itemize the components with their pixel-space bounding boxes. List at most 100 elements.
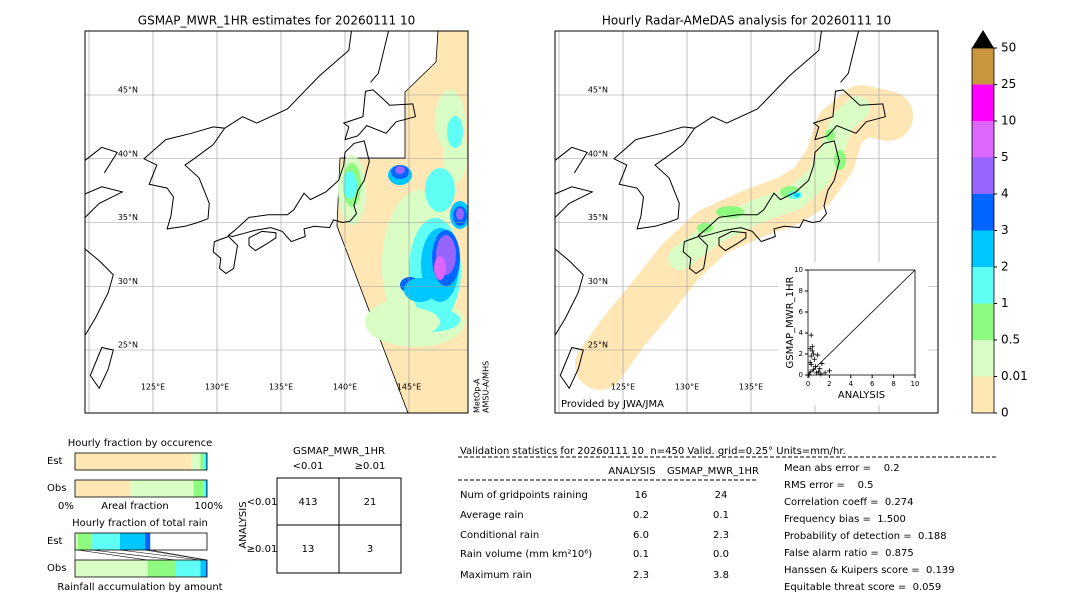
coastline [85, 146, 118, 174]
score: RMS error = 0.5 [784, 480, 874, 491]
analysis-value: 2.3 [633, 570, 649, 581]
lat-label: 40°N [588, 149, 608, 158]
lat-label: 25°N [118, 341, 138, 350]
row-label: Est [47, 456, 63, 467]
map-frame [84, 30, 469, 414]
coastline [89, 346, 114, 390]
rain-area [825, 129, 835, 141]
colorbar-segment [972, 48, 994, 85]
bar-frame [74, 559, 208, 578]
score: Mean abs error = 0.2 [784, 463, 900, 474]
bar-segment [193, 480, 204, 497]
rain-area [425, 168, 455, 212]
score: False alarm ratio = 0.875 [784, 548, 914, 559]
colorbar-label: 5 [1001, 150, 1009, 164]
lon-label: 145°E [397, 383, 421, 392]
colorbar-label: 0 [1001, 406, 1009, 420]
scatter-point [808, 332, 814, 338]
analysis-value: 6.0 [633, 530, 649, 541]
bar-segment [203, 453, 206, 470]
scatter-point [811, 356, 817, 362]
connector [150, 549, 208, 561]
rain-area [697, 223, 713, 233]
colorbar-segment [972, 121, 994, 158]
coastline [555, 248, 584, 337]
lat-label: 45°N [118, 86, 138, 95]
column-header: GSMAP_MWR_1HR [667, 466, 759, 477]
bar-segment [75, 560, 148, 577]
colorbar-label: 10 [1001, 114, 1016, 128]
bar-segment [75, 480, 131, 497]
lon-label: 130°E [675, 383, 699, 392]
credit: Provided by JWA/JMA [561, 399, 664, 410]
score: Equitable threat score = 0.059 [784, 582, 941, 593]
bar-segment [205, 453, 207, 470]
coastline [224, 31, 352, 129]
bar-segment [75, 533, 78, 550]
x-tick-label: 4 [849, 380, 854, 388]
row-label: Est [47, 536, 63, 547]
stats-header: Validation statistics for 20260111 10 n=… [460, 446, 846, 457]
bar-segment [119, 533, 145, 550]
colorbar-label: 1 [1001, 296, 1009, 310]
lat-label: 30°N [118, 277, 138, 286]
coastline [342, 89, 416, 141]
colorbar-segment [972, 340, 994, 377]
connector [77, 549, 148, 561]
lon-label: 135°E [269, 383, 293, 392]
bar-segment [200, 453, 204, 470]
score: Correlation coeff = 0.274 [784, 497, 914, 508]
scatter-point [806, 372, 812, 378]
axis-label: Areal fraction [101, 501, 168, 512]
coastline [248, 230, 277, 252]
panel-caption: Rainfall accumulation by amount [57, 582, 222, 593]
coastline [718, 230, 747, 252]
scatter-point [818, 371, 824, 377]
rain-area [447, 116, 463, 148]
coastline [812, 89, 886, 141]
satellite-note: MetOp-A [473, 378, 482, 413]
scatter-point [809, 344, 815, 350]
colorbar-label: 2 [1001, 260, 1009, 274]
scatter-point [807, 369, 813, 375]
lat-label: 35°N [588, 213, 608, 222]
coastline [227, 140, 370, 243]
scatter-point [817, 366, 823, 372]
colorbar-segment [972, 303, 994, 340]
colorbar-label: 50 [1001, 41, 1016, 55]
table-cell: 3 [367, 544, 373, 555]
scatter-point [809, 348, 815, 354]
scatter-point [810, 351, 816, 357]
row-label: Obs [47, 563, 66, 574]
scatter-point [812, 364, 818, 370]
score: Hanssen & Kuipers score = 0.139 [784, 565, 955, 576]
bar-segment [144, 533, 151, 550]
gsmap-value: 3.8 [713, 570, 729, 581]
scatter-point [808, 362, 814, 367]
colorbar-label: 0.01 [1001, 369, 1028, 383]
bar-segment [130, 480, 194, 497]
scatter-point [815, 352, 821, 358]
rain-area [794, 193, 800, 197]
bar-segment [200, 560, 206, 577]
coastline [613, 126, 696, 230]
panel-title: Hourly fraction by occurence [68, 438, 212, 449]
coastline [370, 31, 389, 83]
y-tick-label: 6 [799, 308, 804, 316]
coastline [694, 31, 822, 129]
scatter-point [822, 370, 828, 376]
coastline [555, 146, 588, 174]
scatter-point [819, 360, 825, 366]
scatter-point [807, 359, 813, 365]
satellite-note: AMSU-A/MHS [482, 361, 491, 413]
coastline [840, 31, 859, 83]
panel-title: Hourly fraction of total rain [72, 518, 208, 529]
connector [92, 549, 176, 561]
row-label: Num of gridpoints raining [460, 490, 588, 501]
score: Frequency bias = 1.500 [784, 514, 906, 525]
bar-segment [203, 480, 206, 497]
bar-segment [205, 480, 207, 497]
y-tick-label: 8 [799, 287, 803, 295]
col-label: ≥0.01 [355, 461, 386, 472]
